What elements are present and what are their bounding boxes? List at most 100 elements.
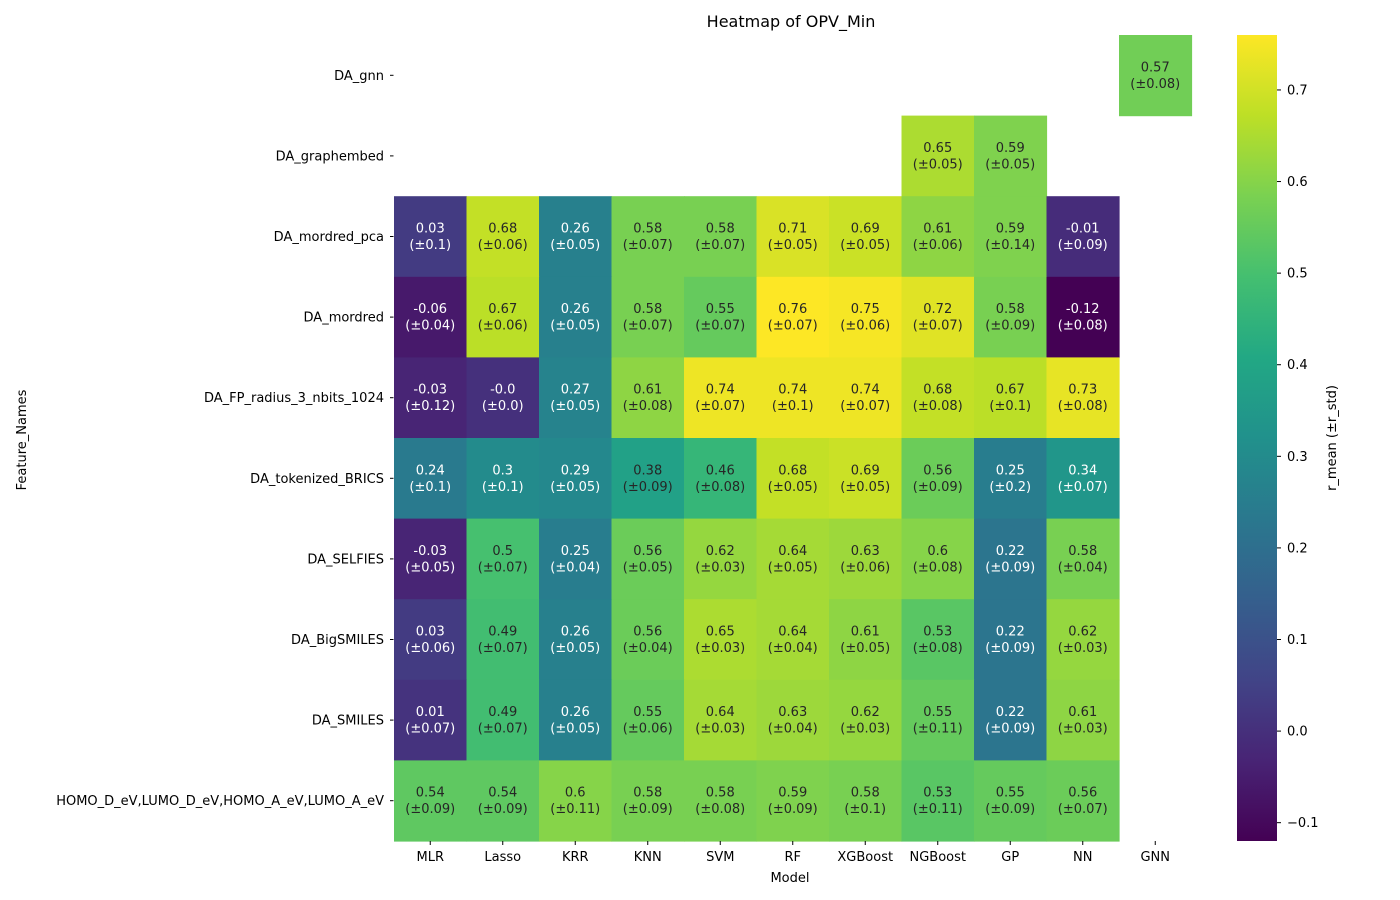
heatmap-cell <box>901 438 975 520</box>
heatmap-cell <box>539 518 613 600</box>
cell-label: -0.03 (±0.12) <box>405 383 455 415</box>
cell-label: 0.56 (±0.04) <box>623 625 673 657</box>
heatmap-cell <box>394 438 468 520</box>
heatmap-cell <box>1046 196 1120 278</box>
cell-label: 0.5 (±0.07) <box>478 544 528 576</box>
cell-label: 0.75 (±0.06) <box>840 302 890 334</box>
heatmap-cell <box>684 518 758 600</box>
heatmap-cell <box>974 196 1048 278</box>
heatmap-cell <box>829 518 903 600</box>
cell-label: 0.55 (±0.09) <box>985 786 1035 818</box>
cell-label: 0.26 (±0.05) <box>550 302 600 334</box>
heatmap-cell <box>394 518 468 600</box>
colorbar-tick-label: 0.7 <box>1287 83 1308 98</box>
y-tick-label: DA_SMILES <box>312 714 384 729</box>
colorbar-tick-label: 0.1 <box>1287 633 1308 648</box>
heatmap-cell <box>756 599 830 681</box>
heatmap-cell <box>394 760 468 842</box>
heatmap-cell <box>611 760 685 842</box>
heatmap-cell <box>901 599 975 681</box>
heatmap-cell <box>684 438 758 520</box>
colorbar-tick-label: 0.0 <box>1287 725 1308 740</box>
cell-label: 0.49 (±0.07) <box>478 705 528 737</box>
heatmap-cell <box>756 357 830 439</box>
heatmap-cell <box>539 196 613 278</box>
cell-label: 0.53 (±0.11) <box>913 786 963 818</box>
heatmap-cell <box>829 276 903 358</box>
heatmap-cell <box>901 276 975 358</box>
x-tick-label: MLR <box>417 850 445 865</box>
heatmap-cell <box>1046 679 1120 761</box>
cell-label: 0.67 (±0.06) <box>478 302 528 334</box>
heatmap-cell <box>466 599 540 681</box>
cell-label: 0.74 (±0.07) <box>695 383 745 415</box>
cell-label: 0.67 (±0.1) <box>989 383 1031 415</box>
cell-label: 0.49 (±0.07) <box>478 625 528 657</box>
heatmap-cell <box>901 196 975 278</box>
cell-label: 0.58 (±0.08) <box>695 786 745 818</box>
cell-label: 0.46 (±0.08) <box>695 463 745 495</box>
cell-label: 0.61 (±0.06) <box>913 222 963 254</box>
heatmap-cell <box>466 276 540 358</box>
cell-label: 0.58 (±0.09) <box>623 786 673 818</box>
cell-label: 0.59 (±0.09) <box>768 786 818 818</box>
heatmap-cell <box>974 438 1048 520</box>
heatmap-cell <box>974 357 1048 439</box>
cell-label: 0.74 (±0.07) <box>840 383 890 415</box>
cell-label: 0.54 (±0.09) <box>478 786 528 818</box>
heatmap-cell <box>611 276 685 358</box>
x-tick-label: KRR <box>562 850 589 865</box>
cell-label: 0.6 (±0.11) <box>550 786 600 818</box>
cell-label: 0.71 (±0.05) <box>768 222 818 254</box>
heatmap-cell <box>466 518 540 600</box>
heatmap-cell <box>611 438 685 520</box>
heatmap-cell <box>901 357 975 439</box>
heatmap-cell <box>1046 357 1120 439</box>
cell-label: -0.0 (±0.0) <box>482 383 524 415</box>
heatmap-cell <box>974 760 1048 842</box>
heatmap-cell <box>394 599 468 681</box>
heatmap-cell <box>611 196 685 278</box>
x-axis-label: Model <box>770 871 809 886</box>
x-axis-ticks: MLR Lasso KRR KNN SVM RF XGBoost NGBoost GP NN GNN <box>417 841 1170 865</box>
cell-label: 0.25 (±0.2) <box>989 463 1031 495</box>
cell-label: 0.64 (±0.04) <box>768 625 818 657</box>
cell-label: 0.68 (±0.08) <box>913 383 963 415</box>
cell-label: 0.29 (±0.05) <box>550 463 600 495</box>
x-tick-label: RF <box>784 850 801 865</box>
y-tick-label: DA_gnn <box>334 69 384 84</box>
cell-label: 0.55 (±0.11) <box>913 705 963 737</box>
cell-label: -0.01 (±0.09) <box>1058 222 1108 254</box>
heatmap-cell <box>829 196 903 278</box>
heatmap-cell <box>829 679 903 761</box>
heatmap-cell <box>756 438 830 520</box>
heatmap-cell <box>611 679 685 761</box>
heatmap-cell <box>466 679 540 761</box>
cell-label: 0.65 (±0.05) <box>913 141 963 173</box>
cell-label: 0.55 (±0.07) <box>695 302 745 334</box>
heatmap-cell <box>974 276 1048 358</box>
heatmap-cell <box>901 679 975 761</box>
heatmap-cell <box>829 357 903 439</box>
cell-label: 0.59 (±0.14) <box>985 222 1035 254</box>
y-tick-label: DA_BigSMILES <box>291 633 384 648</box>
x-tick-label: GP <box>1001 850 1019 865</box>
heatmap-cell <box>466 760 540 842</box>
heatmap-cell <box>974 679 1048 761</box>
x-tick-label: NGBoost <box>910 850 967 865</box>
x-tick-label: GNN <box>1140 850 1170 865</box>
heatmap-cell <box>684 276 758 358</box>
y-tick-label: DA_mordred_pca <box>274 230 384 245</box>
heatmap-cell <box>466 196 540 278</box>
heatmap-cell <box>394 679 468 761</box>
cell-label: 0.76 (±0.07) <box>768 302 818 334</box>
chart-title: Heatmap of OPV_Min <box>707 12 876 32</box>
cell-label: 0.3 (±0.1) <box>482 463 524 495</box>
cell-label: 0.65 (±0.03) <box>695 625 745 657</box>
cell-label: 0.61 (±0.03) <box>1058 705 1108 737</box>
y-tick-label: DA_FP_radius_3_nbits_1024 <box>204 391 384 406</box>
cell-label: 0.56 (±0.09) <box>913 463 963 495</box>
cell-label: 0.56 (±0.05) <box>623 544 673 576</box>
cell-label: 0.34 (±0.07) <box>1058 463 1108 495</box>
